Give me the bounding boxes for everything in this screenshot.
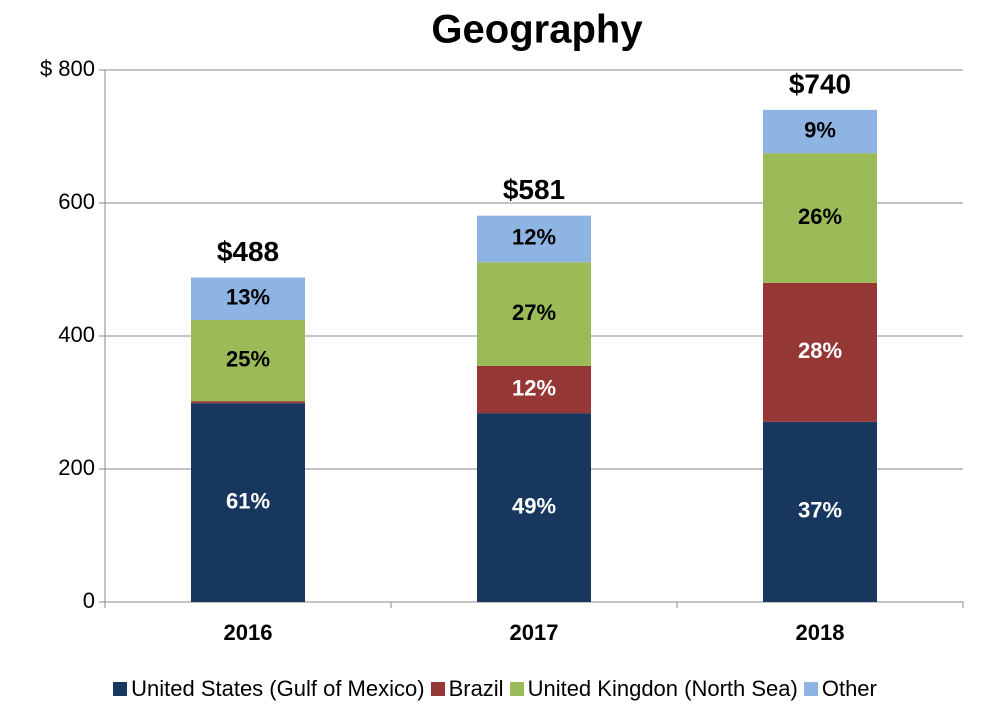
legend-swatch [803, 682, 818, 696]
chart: Geography 0 200 400 600 $ 800 2016 61% 25% 13% $4… [40, 8, 964, 645]
y-tick-label: 200 [58, 455, 95, 480]
x-tick-label: 2017 [510, 620, 559, 645]
legend-swatch [430, 682, 445, 696]
legend-item: Other [803, 676, 877, 702]
legend-label: United States (Gulf of Mexico) [131, 676, 425, 701]
data-label: 12% [512, 375, 556, 400]
legend-item: Brazil [430, 676, 504, 702]
legend-swatch [509, 682, 524, 696]
legend-swatch [113, 682, 128, 696]
total-label: $488 [217, 236, 279, 267]
chart-title: Geography [431, 8, 643, 52]
data-label: 49% [512, 493, 556, 518]
y-tick-label: 400 [58, 322, 95, 347]
bar-segment [191, 277, 305, 321]
legend: United States (Gulf of Mexico) Brazil Unit… [0, 676, 996, 702]
data-label: 26% [798, 204, 842, 229]
data-label: 28% [798, 338, 842, 363]
legend-item: United Kingdon (North Sea) [509, 676, 798, 702]
legend-label: Other [821, 676, 877, 701]
y-tick-label: $ 800 [40, 56, 95, 81]
bar-segment [477, 215, 591, 263]
legend-item: United States (Gulf of Mexico) [113, 676, 425, 702]
bar-segment [191, 320, 305, 402]
data-label: 25% [226, 346, 270, 371]
data-label: 37% [798, 498, 842, 523]
data-label: 61% [226, 488, 270, 513]
bar-segment [763, 282, 877, 422]
y-tick-label: 600 [58, 189, 95, 214]
bar-segment [763, 153, 877, 283]
legend-label: United Kingdon (North Sea) [527, 676, 798, 701]
total-label: $581 [503, 174, 565, 205]
bar-segment [191, 403, 305, 602]
total-label: $740 [789, 68, 851, 99]
bar-segment [477, 413, 591, 602]
data-label: 12% [512, 225, 556, 250]
bar-segment [477, 365, 591, 414]
x-tick-label: 2016 [224, 620, 273, 645]
data-label: 9% [804, 117, 836, 142]
bar-segment [191, 401, 305, 404]
data-label: 13% [226, 285, 270, 310]
bar-segment [763, 421, 877, 602]
bar-segment [477, 262, 591, 366]
data-label: 27% [512, 300, 556, 325]
x-tick-label: 2018 [796, 620, 845, 645]
legend-label: Brazil [448, 676, 504, 701]
y-tick-label: 0 [83, 588, 95, 613]
bar-segment [763, 109, 877, 154]
